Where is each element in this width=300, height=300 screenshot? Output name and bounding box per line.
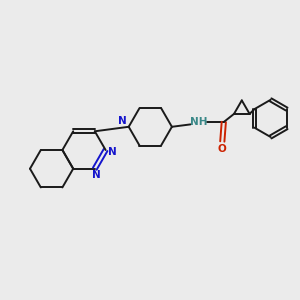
Text: NH: NH xyxy=(190,117,208,127)
Text: N: N xyxy=(92,170,101,180)
Text: N: N xyxy=(108,147,117,158)
Text: N: N xyxy=(118,116,127,126)
Text: O: O xyxy=(218,144,227,154)
